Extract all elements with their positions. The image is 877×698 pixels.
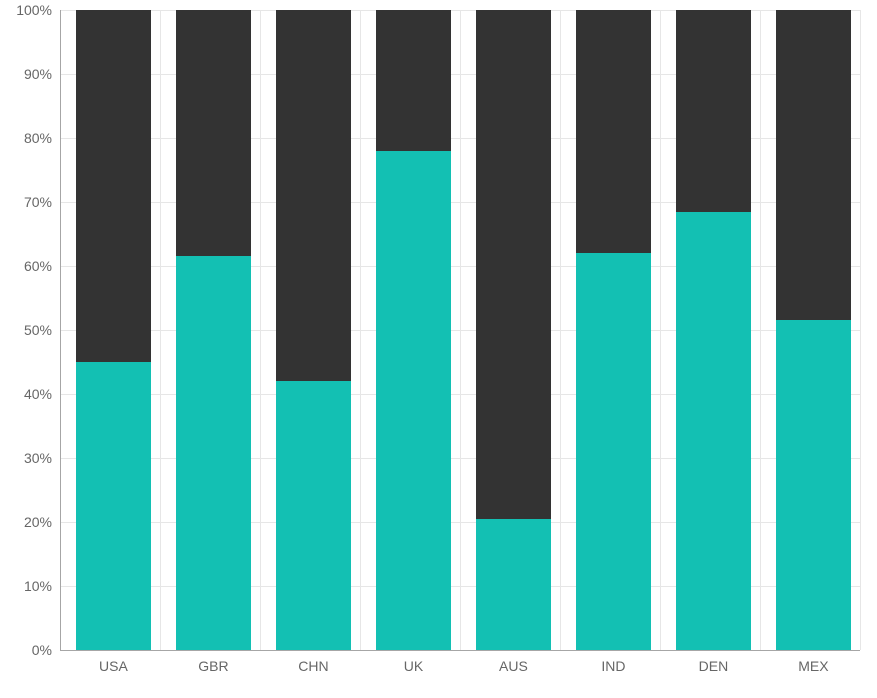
bar-segment-upper	[76, 10, 152, 362]
ytick-label: 50%	[24, 322, 60, 338]
ytick-label: 90%	[24, 66, 60, 82]
xtick-label: AUS	[499, 650, 528, 674]
gridline-vertical	[560, 10, 561, 650]
bar	[676, 10, 752, 650]
ytick-label: 80%	[24, 130, 60, 146]
bar-segment-lower	[476, 519, 552, 650]
ytick-label: 40%	[24, 386, 60, 402]
y-axis-line	[60, 10, 61, 650]
xtick-label: CHN	[298, 650, 328, 674]
gridline-vertical	[660, 10, 661, 650]
xtick-label: GBR	[198, 650, 228, 674]
bar-segment-upper	[776, 10, 852, 320]
bar-segment-lower	[376, 151, 452, 650]
xtick-label: DEN	[699, 650, 729, 674]
bar-segment-upper	[576, 10, 652, 253]
gridline-vertical	[760, 10, 761, 650]
ytick-label: 100%	[16, 2, 60, 18]
gridline-vertical	[360, 10, 361, 650]
ytick-label: 30%	[24, 450, 60, 466]
bar	[76, 10, 152, 650]
ytick-label: 70%	[24, 194, 60, 210]
plot-area: 0%10%20%30%40%50%60%70%80%90%100%USAGBRC…	[60, 10, 860, 650]
bar-segment-lower	[76, 362, 152, 650]
gridline-vertical	[160, 10, 161, 650]
bar	[176, 10, 252, 650]
bar-segment-lower	[676, 212, 752, 650]
bar	[776, 10, 852, 650]
bar-segment-lower	[776, 320, 852, 650]
xtick-label: IND	[601, 650, 625, 674]
x-axis-line	[60, 650, 860, 651]
ytick-label: 20%	[24, 514, 60, 530]
ytick-label: 0%	[32, 642, 60, 658]
bar	[276, 10, 352, 650]
bar-segment-lower	[176, 256, 252, 650]
ytick-label: 10%	[24, 578, 60, 594]
gridline-vertical	[460, 10, 461, 650]
gridline-vertical	[860, 10, 861, 650]
bar-segment-upper	[176, 10, 252, 256]
xtick-label: UK	[404, 650, 423, 674]
bar-segment-upper	[676, 10, 752, 212]
xtick-label: MEX	[798, 650, 828, 674]
xtick-label: USA	[99, 650, 128, 674]
bar-segment-lower	[276, 381, 352, 650]
bar-segment-lower	[576, 253, 652, 650]
bar	[476, 10, 552, 650]
bar	[576, 10, 652, 650]
bar-segment-upper	[376, 10, 452, 151]
bar-segment-upper	[476, 10, 552, 519]
bar-segment-upper	[276, 10, 352, 381]
ytick-label: 60%	[24, 258, 60, 274]
stacked-bar-chart: 0% 10% 20% 30% 40% 50% 60% 70% 80% 90% 100% USA GBR C…	[0, 0, 877, 698]
bar	[376, 10, 452, 650]
gridline-vertical	[260, 10, 261, 650]
